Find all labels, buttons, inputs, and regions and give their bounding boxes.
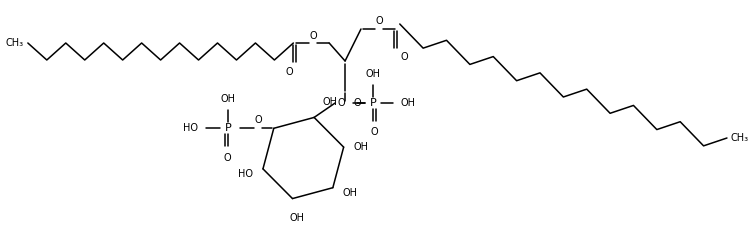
Text: HO: HO: [183, 123, 198, 133]
Text: OH: OH: [401, 98, 416, 108]
Text: OH: OH: [290, 213, 305, 223]
Text: OH: OH: [221, 94, 236, 104]
Text: OH: OH: [322, 97, 337, 107]
Text: CH₃: CH₃: [6, 38, 24, 48]
Text: O: O: [254, 115, 262, 125]
Text: P: P: [370, 98, 376, 108]
Text: CH₃: CH₃: [731, 133, 749, 143]
Text: O: O: [285, 67, 293, 77]
Text: OH: OH: [354, 142, 369, 152]
Text: O: O: [375, 16, 383, 26]
Text: O: O: [309, 31, 317, 41]
Text: O: O: [223, 153, 231, 163]
Text: O: O: [401, 52, 408, 62]
Text: OH: OH: [343, 188, 358, 198]
Text: OH: OH: [365, 69, 380, 79]
Text: HO: HO: [238, 169, 253, 179]
Text: O: O: [337, 98, 345, 108]
Text: O: O: [370, 127, 378, 137]
Text: P: P: [224, 123, 231, 133]
Text: O: O: [353, 98, 361, 108]
